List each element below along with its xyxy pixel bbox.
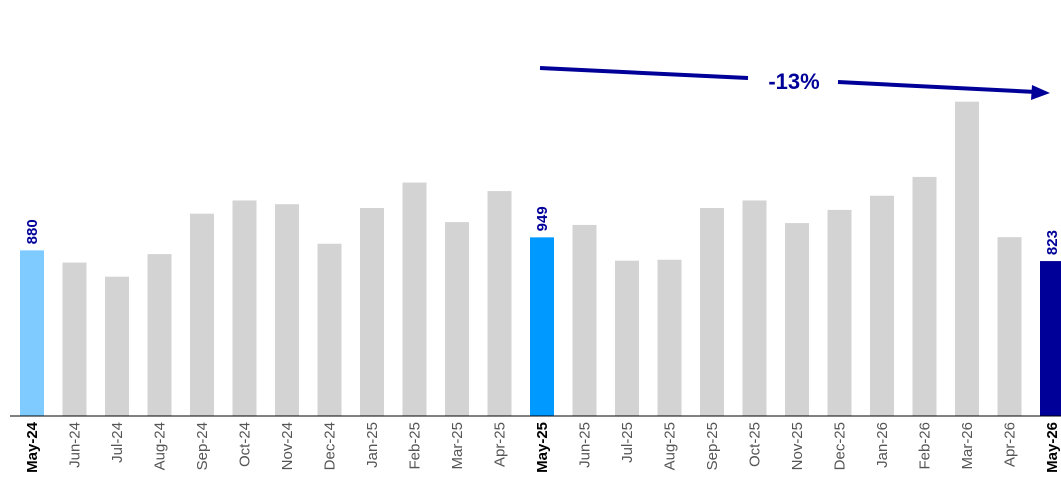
change-arrow-head bbox=[1031, 85, 1050, 100]
change-annotation: -13% bbox=[539, 66, 1050, 100]
bar-nov-25 bbox=[785, 223, 809, 416]
bar-jul-24 bbox=[105, 276, 129, 416]
data-label-may-24: 880 bbox=[24, 219, 41, 244]
x-tick-label: May-24 bbox=[24, 421, 41, 473]
x-tick-label: Aug-25 bbox=[662, 422, 679, 470]
x-tick-label: Feb-25 bbox=[407, 422, 424, 470]
x-tick-label: Apr-26 bbox=[1002, 422, 1019, 467]
bar-mar-25 bbox=[445, 222, 469, 416]
bar-apr-25 bbox=[487, 191, 512, 416]
bar-nov-24 bbox=[275, 204, 299, 416]
bar-sep-25 bbox=[700, 208, 724, 416]
x-tick-label: Jun-24 bbox=[67, 422, 84, 468]
bar-oct-25 bbox=[742, 200, 767, 416]
x-tick-label: Aug-24 bbox=[152, 422, 169, 470]
change-arrow-line-right bbox=[837, 80, 1037, 94]
x-tick-label: Jul-24 bbox=[109, 422, 126, 463]
x-tick-label: Sep-25 bbox=[704, 422, 721, 470]
bar-aug-24 bbox=[147, 254, 172, 416]
x-tick-label: Feb-26 bbox=[917, 422, 934, 470]
x-tick-label: Jan-26 bbox=[874, 422, 891, 468]
bar-jun-24 bbox=[62, 262, 87, 416]
data-label-may-26: 823 bbox=[1044, 230, 1061, 255]
x-tick-label: Jan-25 bbox=[364, 422, 381, 468]
bar-may-26 bbox=[1040, 261, 1061, 416]
x-tick-label: Apr-25 bbox=[492, 422, 509, 467]
x-tick-label: May-26 bbox=[1044, 422, 1061, 473]
bar-jan-25 bbox=[360, 208, 384, 416]
bar-may-24 bbox=[20, 250, 44, 416]
x-tick-label: Nov-25 bbox=[789, 422, 806, 470]
bar-dec-24 bbox=[317, 243, 342, 416]
bar-sep-24 bbox=[190, 213, 214, 416]
x-tick-labels: May-24 Jun-24 Jul-24 Aug-24 Sep-24 Oct-24 Nov-… bbox=[24, 421, 1061, 473]
change-annotation-label: -13% bbox=[768, 69, 819, 94]
x-tick-label: Dec-24 bbox=[322, 422, 339, 470]
x-tick-label: Nov-24 bbox=[279, 422, 296, 470]
bars-group bbox=[20, 101, 1061, 416]
x-tick-label: Jul-25 bbox=[619, 422, 636, 463]
bar-feb-25 bbox=[402, 182, 427, 416]
bar-mar-26 bbox=[955, 101, 979, 416]
bar-jan-26 bbox=[870, 195, 894, 416]
x-tick-label: Sep-24 bbox=[194, 422, 211, 470]
change-arrow-line-left bbox=[539, 66, 749, 80]
bar-jun-25 bbox=[572, 224, 597, 416]
x-tick-label: Oct-25 bbox=[747, 422, 764, 467]
bar-feb-26 bbox=[912, 176, 937, 416]
x-tick-label: Mar-26 bbox=[959, 422, 976, 470]
x-tick-label: Jun-25 bbox=[577, 422, 594, 468]
bar-aug-25 bbox=[657, 259, 682, 416]
data-label-may-25: 949 bbox=[534, 206, 551, 231]
x-tick-label: Dec-25 bbox=[832, 422, 849, 470]
bar-jul-25 bbox=[615, 260, 639, 416]
bar-apr-26 bbox=[997, 237, 1022, 416]
x-tick-label: Oct-24 bbox=[237, 422, 254, 467]
x-tick-label: May-25 bbox=[534, 422, 551, 473]
data-labels: 880 949 823 bbox=[24, 206, 1061, 255]
bar-may-25 bbox=[530, 237, 554, 416]
x-tick-label: Mar-25 bbox=[449, 422, 466, 470]
bar-dec-25 bbox=[827, 209, 852, 416]
bar-oct-24 bbox=[232, 200, 257, 416]
